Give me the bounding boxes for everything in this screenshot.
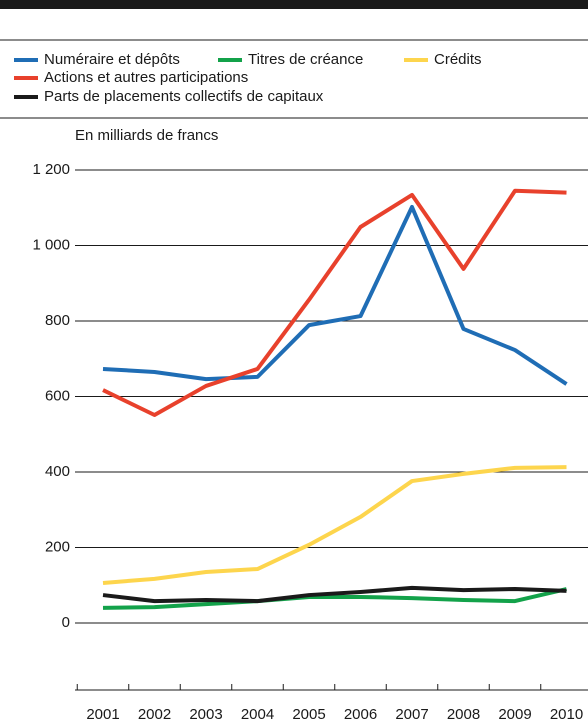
x-tick-label: 2009 <box>498 706 531 723</box>
series-line <box>102 465 567 585</box>
y-tick-label: 1 200 <box>32 161 70 178</box>
series-line <box>102 204 568 386</box>
x-tick-label: 2008 <box>447 706 480 723</box>
legend-label: Numéraire et dépôts <box>44 51 180 68</box>
y-tick-label: 600 <box>45 387 70 404</box>
legend-label: Actions et autres participations <box>44 69 248 86</box>
header-bar <box>0 0 588 9</box>
legend-label: Crédits <box>434 51 482 68</box>
series-line <box>102 188 567 417</box>
y-tick-label: 400 <box>45 463 70 480</box>
y-tick-label: 0 <box>62 614 70 631</box>
x-tick-label: 2010 <box>550 706 583 723</box>
x-tick-label: 2001 <box>86 706 119 723</box>
legend-label: Titres de créance <box>248 51 363 68</box>
y-tick-label: 1 000 <box>32 236 70 253</box>
x-tick-label: 2007 <box>395 706 428 723</box>
y-tick-label: 800 <box>45 312 70 329</box>
axis-label: En milliards de francs <box>75 127 218 144</box>
series-line <box>102 585 567 604</box>
x-tick-label: 2006 <box>344 706 377 723</box>
x-tick-label: 2003 <box>189 706 222 723</box>
x-tick-label: 2004 <box>241 706 274 723</box>
y-tick-label: 200 <box>45 538 70 555</box>
x-tick-label: 2005 <box>292 706 325 723</box>
x-tick-label: 2002 <box>138 706 171 723</box>
legend-label: Parts de placements collectifs de capita… <box>44 88 324 105</box>
series-line <box>102 587 567 610</box>
